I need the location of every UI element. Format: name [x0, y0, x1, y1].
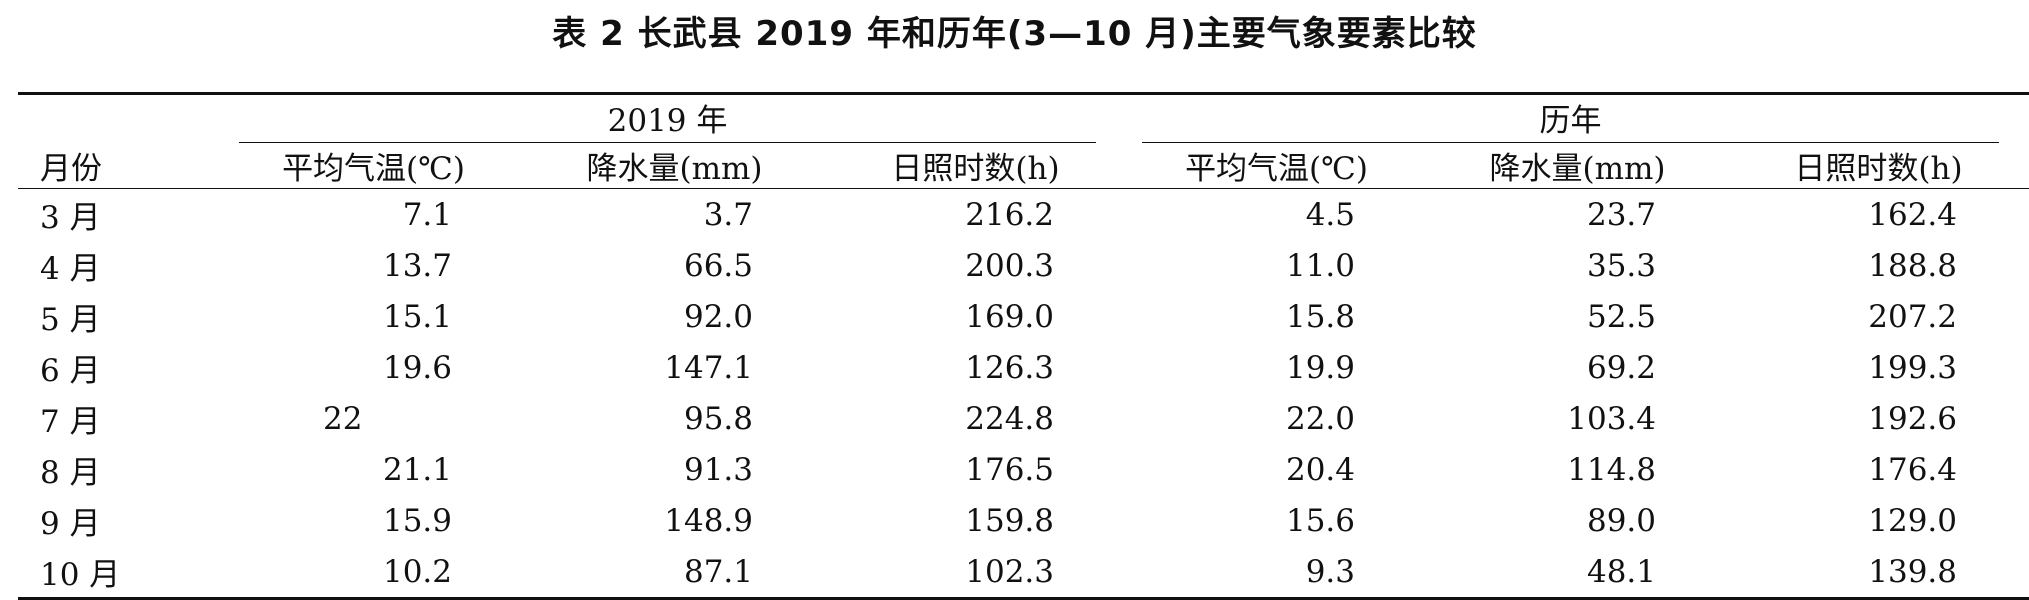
month-cell: 8 月 [40, 455, 101, 491]
table-row: 10 月 10.2 87.1 102.3 9.3 48.1 139.8 [18, 546, 2029, 599]
data-cell: 92.0 [683, 298, 753, 335]
month-cell: 9 月 [40, 506, 101, 542]
sub-header: 降水量(mm) [524, 143, 825, 189]
data-cell: 148.9 [664, 502, 753, 539]
data-cell: 15.9 [382, 502, 452, 539]
data-cell: 162.4 [1868, 196, 1957, 233]
data-cell: 4.5 [1305, 196, 1355, 233]
data-cell: 35.3 [1586, 247, 1656, 284]
table-row: 9 月 15.9 148.9 159.8 15.6 89.0 129.0 [18, 495, 2029, 546]
data-cell: 21.1 [382, 451, 452, 488]
data-cell: 91.3 [683, 451, 753, 488]
month-cell: 4 月 [40, 251, 101, 287]
data-cell: 48.1 [1586, 553, 1656, 590]
data-cell: 192.6 [1868, 400, 1957, 437]
data-cell: 19.9 [1285, 349, 1355, 386]
table-row: 7 月 22 95.8 224.8 22.0 103.4 192.6 [18, 393, 2029, 444]
sub-header: 日照时数(h) [1728, 143, 2029, 189]
group-header-2019-label: 2019 年 [239, 95, 1096, 143]
group-header-historical: 历年 [1126, 94, 2029, 143]
data-cell: 147.1 [664, 349, 753, 386]
data-cell: 114.8 [1567, 451, 1656, 488]
data-cell: 129.0 [1868, 502, 1957, 539]
data-cell: 126.3 [965, 349, 1054, 386]
weather-comparison-table: 月份 2019 年 历年 平均气温(℃) 降水量(mm) 日照时数(h) 平均气… [18, 92, 2029, 600]
data-cell: 89.0 [1586, 502, 1656, 539]
data-cell: 216.2 [965, 196, 1054, 233]
sub-header: 平均气温(℃) [1126, 143, 1427, 189]
sub-header: 平均气温(℃) [223, 143, 524, 189]
sub-header: 日照时数(h) [825, 143, 1126, 189]
data-cell: 20.4 [1285, 451, 1355, 488]
data-cell: 176.5 [965, 451, 1054, 488]
table-row: 5 月 15.1 92.0 169.0 15.8 52.5 207.2 [18, 291, 2029, 342]
data-cell: 15.1 [382, 298, 452, 335]
group-header-historical-label: 历年 [1142, 95, 1999, 143]
data-cell: 15.8 [1285, 298, 1355, 335]
data-cell: 22 [323, 400, 363, 437]
data-cell: 176.4 [1868, 451, 1957, 488]
data-cell: 13.7 [382, 247, 452, 284]
month-cell: 3 月 [40, 200, 101, 236]
data-cell: 23.7 [1586, 196, 1656, 233]
data-cell: 66.5 [683, 247, 753, 284]
data-cell: 15.6 [1285, 502, 1355, 539]
data-cell: 159.8 [965, 502, 1054, 539]
month-cell: 7 月 [40, 404, 101, 440]
group-header-2019: 2019 年 [223, 94, 1126, 143]
table-row: 3 月 7.1 3.7 216.2 4.5 23.7 162.4 [18, 189, 2029, 241]
data-cell: 207.2 [1868, 298, 1957, 335]
data-cell: 188.8 [1868, 247, 1957, 284]
data-cell: 52.5 [1586, 298, 1656, 335]
data-cell: 169.0 [965, 298, 1054, 335]
table-title: 表 2 长武县 2019 年和历年(3—10 月)主要气象要素比较 [552, 14, 1477, 54]
data-cell: 95.8 [683, 400, 753, 437]
data-cell: 224.8 [965, 400, 1054, 437]
data-cell: 199.3 [1868, 349, 1957, 386]
table-body: 3 月 7.1 3.7 216.2 4.5 23.7 162.4 4 月 13.7 66.5 200… [18, 189, 2029, 599]
table-row: 4 月 13.7 66.5 200.3 11.0 35.3 188.8 [18, 240, 2029, 291]
month-header: 月份 [18, 93, 223, 189]
data-cell: 200.3 [965, 247, 1054, 284]
data-cell: 7.1 [402, 196, 452, 233]
data-cell: 103.4 [1567, 400, 1656, 437]
table-row: 8 月 21.1 91.3 176.5 20.4 114.8 176.4 [18, 444, 2029, 495]
month-cell: 6 月 [40, 353, 101, 389]
data-cell: 87.1 [683, 553, 753, 590]
sub-header: 降水量(mm) [1427, 143, 1728, 189]
data-cell: 10.2 [382, 553, 452, 590]
data-cell: 139.8 [1868, 553, 1957, 590]
data-cell: 9.3 [1305, 553, 1355, 590]
data-cell: 11.0 [1285, 247, 1355, 284]
data-cell: 102.3 [965, 553, 1054, 590]
month-cell: 5 月 [40, 302, 101, 338]
table-container: 月份 2019 年 历年 平均气温(℃) 降水量(mm) 日照时数(h) 平均气… [18, 92, 2029, 600]
data-cell: 3.7 [703, 196, 753, 233]
table-row: 6 月 19.6 147.1 126.3 19.9 69.2 199.3 [18, 342, 2029, 393]
data-cell: 22.0 [1285, 400, 1355, 437]
data-cell: 19.6 [382, 349, 452, 386]
data-cell: 69.2 [1586, 349, 1656, 386]
month-cell: 10 月 [40, 557, 121, 593]
